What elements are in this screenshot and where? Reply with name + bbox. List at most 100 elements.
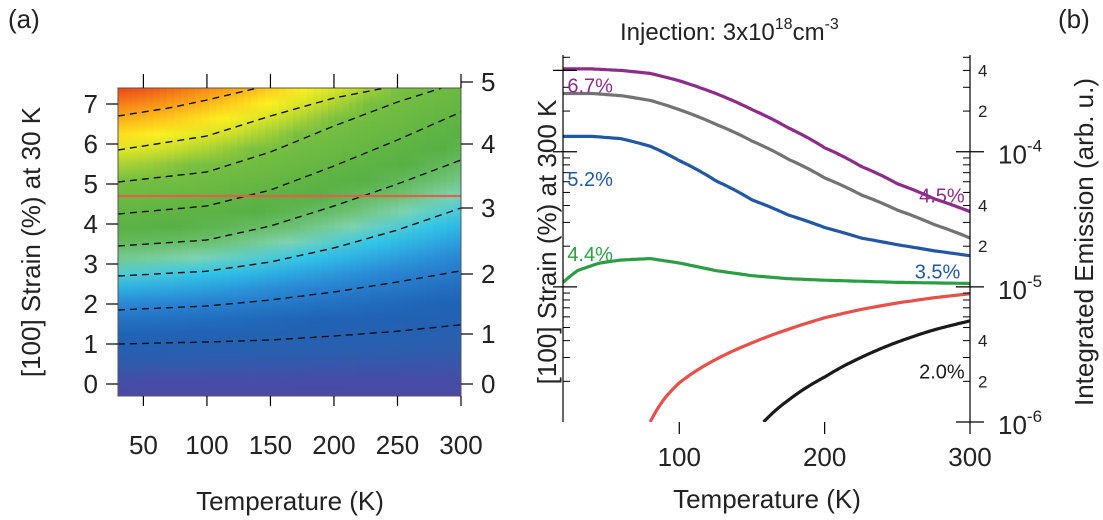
heatmap-column xyxy=(153,88,161,396)
title-prefix: Injection: 3x10 xyxy=(620,19,775,46)
heatmap-column xyxy=(426,88,434,396)
panel-a-xlabel: Temperature (K) xyxy=(196,486,384,516)
heatmap-column xyxy=(223,88,231,396)
heatmap-column xyxy=(314,88,322,396)
panel-b-title: Injection: 3x1018cm-3 xyxy=(620,16,839,46)
heatmap-column xyxy=(118,88,126,396)
series-line-0 xyxy=(563,67,970,214)
x-tick-label: 250 xyxy=(376,430,419,460)
heatmap-column xyxy=(454,88,461,396)
heatmap-column xyxy=(433,88,441,396)
heatmap-column xyxy=(328,88,336,396)
y-minor-label: 2 xyxy=(978,102,987,121)
series-line-5 xyxy=(762,319,970,422)
heatmap-column xyxy=(293,88,301,396)
series-line-2 xyxy=(563,134,970,258)
series-line-3 xyxy=(563,257,970,286)
heatmap-column xyxy=(300,88,308,396)
y-tick-label: 0 xyxy=(84,369,98,399)
y-tick-label: 3 xyxy=(84,249,98,279)
y-right-tick-label: 3 xyxy=(481,193,495,223)
heatmap-column xyxy=(356,88,364,396)
heatmap-column xyxy=(265,88,273,396)
contour-line-6 xyxy=(118,88,385,151)
y-minor-label: 4 xyxy=(978,332,987,351)
heatmap-column xyxy=(335,88,343,396)
heatmap-column xyxy=(279,88,287,396)
heatmap-column xyxy=(195,88,203,396)
heatmap-column xyxy=(321,88,329,396)
y-minor-label: 2 xyxy=(978,237,987,256)
panel-a-label: (a) xyxy=(8,4,40,34)
panel-b-ylabel-right: Integrated Emission (arb. u.) xyxy=(1069,78,1099,406)
strain-annotation-2: 5.2% xyxy=(567,169,613,191)
contour-line-3 xyxy=(118,159,461,247)
panel-a-ylabel-right: [100] Strain (%) at 300 K xyxy=(532,99,562,384)
x-tick-label: 300 xyxy=(439,430,482,460)
x-tick-label: 50 xyxy=(129,430,158,460)
panel-a: (a) 50 100 150 200 250 300 0 1 2 3 4 5 6 7 0 1 2 3 4 5 Temp… xyxy=(8,4,562,516)
heatmap-column xyxy=(377,88,385,396)
series-line-4 xyxy=(648,292,970,422)
y-major-label: 10-5 xyxy=(998,272,1042,305)
x-tick-label: 300 xyxy=(948,442,991,472)
y-right-tick-label: 5 xyxy=(481,67,495,97)
heatmap-column xyxy=(419,88,427,396)
heatmap-column xyxy=(251,88,259,396)
y-minor-label: 4 xyxy=(978,61,987,80)
heatmap xyxy=(118,88,461,396)
title-exp2: -3 xyxy=(825,16,839,33)
heatmap-column xyxy=(286,88,294,396)
heatmap-column xyxy=(230,88,238,396)
heatmap-column xyxy=(447,88,455,396)
heatmap-column xyxy=(258,88,266,396)
heatmap-column xyxy=(188,88,196,396)
x-tick-label: 200 xyxy=(312,430,355,460)
heatmap-column xyxy=(139,88,147,396)
contour-line-1 xyxy=(118,270,461,311)
panel-a-axes: 50 100 150 200 250 300 0 1 2 3 4 5 6 7 0 1 2 3 4 5 xyxy=(84,67,496,460)
heatmap-column xyxy=(398,88,406,396)
y-minor-label: 2 xyxy=(978,372,987,391)
panel-b-series xyxy=(563,67,970,422)
y-tick-label: 7 xyxy=(84,89,98,119)
heatmap-column xyxy=(370,88,378,396)
heatmap-column xyxy=(342,88,350,396)
heatmap-column xyxy=(405,88,413,396)
y-right-tick-label: 4 xyxy=(481,129,495,159)
contour-line-0 xyxy=(118,324,461,345)
heatmap-column xyxy=(146,88,154,396)
panel-b-label: (b) xyxy=(1058,4,1090,34)
y-tick-label: 4 xyxy=(84,209,98,239)
x-tick-label: 100 xyxy=(185,430,228,460)
y-tick-label: 1 xyxy=(84,329,98,359)
heatmap-column xyxy=(391,88,399,396)
strain-annotation-1: 4.5% xyxy=(919,186,965,208)
strain-annotation-4: 3.5% xyxy=(915,262,961,284)
x-tick-label: 150 xyxy=(249,430,292,460)
contour-line-2 xyxy=(118,207,461,277)
x-tick-label: 100 xyxy=(658,442,701,472)
y-major-label: 10-6 xyxy=(998,407,1042,440)
heatmap-column xyxy=(209,88,217,396)
panel-b-annotations: 6.7% 4.5% 5.2% 4.4% 3.5% 2.0% xyxy=(567,75,965,383)
series-line-1 xyxy=(563,91,970,240)
y-tick-label: 5 xyxy=(84,169,98,199)
contour-lines xyxy=(118,88,461,345)
y-right-tick-label: 0 xyxy=(481,369,495,399)
strain-annotation-0: 6.7% xyxy=(567,75,613,97)
heatmap-column xyxy=(174,88,182,396)
heatmap-column xyxy=(384,88,392,396)
heatmap-column xyxy=(272,88,280,396)
y-tick-label: 2 xyxy=(84,289,98,319)
heatmap-column xyxy=(412,88,420,396)
heatmap-column xyxy=(363,88,371,396)
x-tick-label: 200 xyxy=(803,442,846,472)
y-right-tick-label: 1 xyxy=(481,319,495,349)
y-right-tick-label: 2 xyxy=(481,259,495,289)
heatmap-column xyxy=(132,88,140,396)
panel-b-xlabel: Temperature (K) xyxy=(673,484,861,514)
